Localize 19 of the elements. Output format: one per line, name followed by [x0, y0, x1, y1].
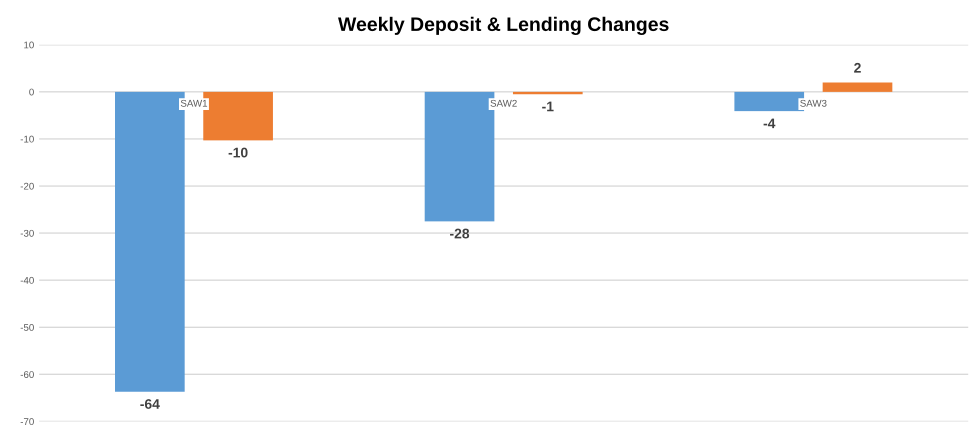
data-label: 2	[854, 62, 861, 73]
y-tick-label: -40	[20, 276, 34, 284]
y-tick-label: 10	[24, 42, 34, 48]
y-tick-label: -20	[20, 182, 34, 190]
y-tick-label: -50	[20, 324, 34, 331]
data-label: -28	[450, 228, 470, 238]
y-tick-label: -10	[20, 136, 34, 143]
y-tick-label: -60	[20, 371, 34, 378]
x-tick-label: SAW3	[800, 100, 827, 107]
x-tick-label: SAW1	[180, 100, 208, 107]
y-tick-label: -70	[20, 418, 34, 426]
x-tick-label: SAW2	[490, 100, 517, 107]
data-label: -4	[764, 118, 776, 128]
data-label: -10	[228, 148, 248, 158]
y-tick-label: 0	[29, 88, 34, 96]
data-label: -1	[542, 102, 554, 112]
chart-title: Weekly Deposit & Lending Changes	[338, 16, 669, 36]
data-label: -64	[140, 399, 160, 409]
y-tick-label: -30	[20, 230, 34, 237]
